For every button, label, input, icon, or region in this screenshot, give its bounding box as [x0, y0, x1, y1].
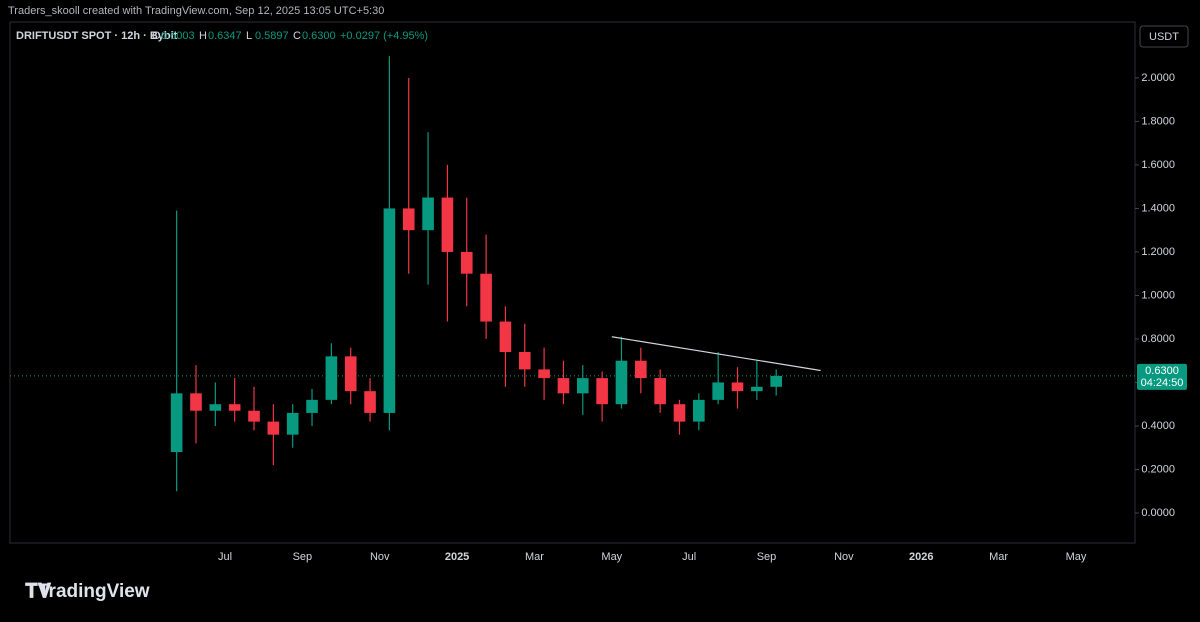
y-tick-label: 0.2000	[1141, 463, 1175, 475]
candle-body	[267, 421, 280, 435]
brand: TradingView	[38, 581, 150, 602]
currency-button[interactable]	[1139, 25, 1189, 48]
x-tick-label: May	[601, 551, 622, 563]
x-tick-label: Mar	[525, 551, 544, 563]
ohlc-value: 0.6300	[302, 30, 336, 42]
ohlc-legend: O 0.6003 H 0.6347 L 0.5897 C 0.6300 +0.0297 (+4.…	[152, 30, 428, 42]
candle-body	[538, 369, 550, 379]
x-tick-label: Jul	[218, 551, 232, 563]
x-tick-label: Sep	[293, 551, 313, 563]
candle-body	[518, 352, 531, 370]
candle-body	[499, 321, 512, 353]
candle-body	[364, 391, 376, 413]
candle-body	[751, 386, 763, 392]
candle-body	[190, 393, 202, 411]
brand-mark: 𝐓𝐕	[25, 580, 52, 602]
candle-body	[712, 382, 724, 400]
candle-body	[576, 378, 589, 394]
plot-frame	[9, 21, 1136, 544]
candle-body	[286, 412, 299, 435]
candle-body	[557, 378, 570, 394]
candle-body	[383, 208, 396, 413]
ohlc-label: C	[293, 30, 301, 42]
y-tick-label: 0.8000	[1141, 333, 1175, 345]
candle-body	[615, 360, 628, 405]
y-tick-label: 0.4000	[1141, 420, 1175, 432]
candle-body	[344, 356, 357, 392]
x-tick-label: May	[1066, 551, 1087, 563]
y-tick-label: 1.8000	[1141, 115, 1175, 127]
candle-body	[596, 378, 608, 405]
x-tick-label: 2026	[909, 551, 933, 563]
candle-body	[228, 404, 241, 411]
credit: Traders_skooll created with TradingView.…	[8, 5, 384, 17]
ohlc-label: L	[246, 30, 252, 42]
x-tick-label: Nov	[370, 551, 390, 563]
candle-body	[170, 393, 183, 453]
candle-body	[654, 378, 666, 405]
countdown: 04:24:50	[1141, 377, 1184, 389]
trendline	[611, 336, 821, 372]
last-price-box	[1137, 363, 1187, 390]
candle-body	[441, 197, 454, 252]
candle-body	[422, 197, 434, 231]
y-tick-label: 0.0000	[1141, 507, 1175, 519]
candle-body	[402, 208, 415, 231]
candle-body	[209, 404, 222, 411]
symbol-title: DRIFTUSDT SPOT · 12h · Bybit	[16, 30, 178, 42]
currency[interactable]: USDT	[1149, 31, 1179, 43]
candle-body	[248, 410, 260, 422]
y-tick-label: 1.4000	[1141, 202, 1175, 214]
y-tick-label: 1.2000	[1141, 246, 1175, 258]
x-tick-label: Jul	[682, 551, 696, 563]
candle-body	[731, 382, 744, 392]
candle-body	[770, 375, 782, 387]
change: +0.0297 (+4.95%)	[340, 30, 428, 42]
y-tick-label: 1.0000	[1141, 289, 1175, 301]
candle-body	[635, 360, 647, 379]
y-tick-label: 1.6000	[1141, 159, 1175, 171]
candle-body	[306, 399, 318, 413]
ohlc-label: O	[152, 30, 161, 42]
x-tick-label: Mar	[989, 551, 1008, 563]
x-tick-label: Sep	[757, 551, 777, 563]
ohlc-value: 0.6347	[208, 30, 242, 42]
candle-body	[673, 404, 686, 422]
ohlc-value: 0.5897	[255, 30, 289, 42]
ohlc-value: 0.6003	[161, 30, 195, 42]
x-tick-label: Nov	[834, 551, 854, 563]
candle-body	[460, 251, 473, 274]
ohlc-label: H	[199, 30, 207, 42]
candle-body	[480, 273, 492, 322]
candle-body	[693, 399, 705, 422]
y-tick-label: 2.0000	[1141, 72, 1175, 84]
last-price-label: 0.6300	[1145, 365, 1179, 377]
candle-body	[325, 356, 338, 400]
x-tick-label: 2025	[445, 551, 469, 563]
